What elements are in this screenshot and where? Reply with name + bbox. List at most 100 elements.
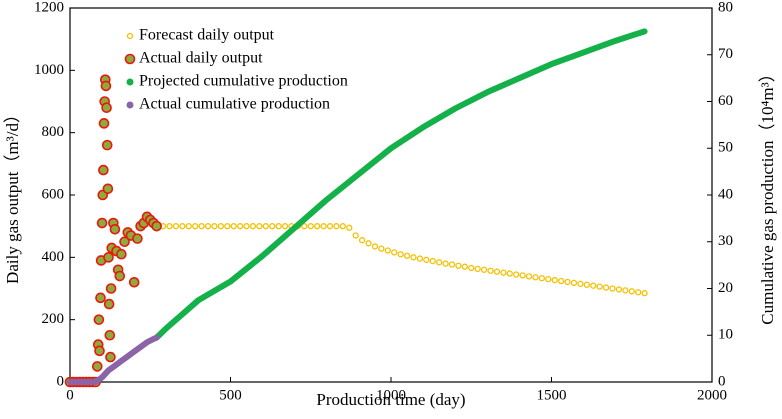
point xyxy=(230,223,237,230)
legend-marker xyxy=(124,53,136,65)
point xyxy=(98,164,109,176)
point xyxy=(249,223,257,230)
point xyxy=(397,251,404,258)
point xyxy=(320,223,327,230)
point xyxy=(596,283,603,290)
point xyxy=(461,263,468,270)
point xyxy=(519,272,526,279)
point xyxy=(506,270,513,277)
point xyxy=(448,261,456,268)
point xyxy=(358,237,366,244)
y-tick-label: 800 xyxy=(42,124,65,140)
point xyxy=(435,259,443,266)
point xyxy=(114,270,126,282)
y2-tick-label: 20 xyxy=(718,280,733,296)
point xyxy=(256,223,263,230)
point xyxy=(307,223,314,230)
point xyxy=(132,233,143,244)
point xyxy=(500,269,507,276)
point xyxy=(96,217,108,229)
y2-tick-label: 80 xyxy=(718,0,733,15)
point xyxy=(91,361,103,372)
x-tick-label: 500 xyxy=(219,387,242,403)
point xyxy=(513,271,520,278)
point xyxy=(179,223,186,230)
point xyxy=(151,220,162,232)
point xyxy=(487,267,494,274)
point xyxy=(480,266,488,273)
point xyxy=(365,240,372,247)
point xyxy=(333,223,340,230)
point xyxy=(551,276,558,284)
point xyxy=(403,252,411,259)
point xyxy=(262,223,269,230)
point xyxy=(204,223,212,230)
x-tick-label: 2000 xyxy=(697,387,727,403)
y2-tick-label: 0 xyxy=(718,373,726,389)
point xyxy=(493,268,501,275)
cumulative-line xyxy=(153,28,648,341)
point xyxy=(185,223,192,230)
point xyxy=(468,264,475,272)
point xyxy=(384,247,391,254)
point xyxy=(224,223,231,230)
point xyxy=(314,223,321,230)
point xyxy=(100,80,112,92)
point xyxy=(628,288,635,295)
y-tick-label: 1000 xyxy=(34,62,64,78)
y2-tick-label: 10 xyxy=(718,327,733,343)
point xyxy=(615,286,623,293)
y-tick-label: 1200 xyxy=(34,0,64,15)
point xyxy=(577,280,584,287)
y2-tick-label: 40 xyxy=(718,186,733,202)
point xyxy=(410,254,417,261)
point xyxy=(95,292,106,304)
point xyxy=(119,236,130,248)
point xyxy=(339,223,347,230)
point xyxy=(103,298,115,310)
legend-label: Actual daily output xyxy=(139,50,263,67)
point xyxy=(105,283,117,294)
point xyxy=(243,223,250,230)
x-axis-label: Production time (day) xyxy=(316,390,465,409)
y-tick-label: 400 xyxy=(42,249,65,265)
point xyxy=(641,290,648,297)
point xyxy=(192,223,199,230)
point xyxy=(352,232,359,239)
point xyxy=(281,223,289,230)
point xyxy=(590,282,597,289)
y-tick-label: 200 xyxy=(42,311,65,327)
point xyxy=(211,223,218,230)
point xyxy=(109,223,121,235)
point xyxy=(198,223,205,230)
legend-label: Actual cumulative production xyxy=(139,96,330,113)
point xyxy=(103,252,114,263)
point xyxy=(442,260,449,267)
point xyxy=(532,274,539,281)
legend-label: Projected cumulative production xyxy=(139,73,348,90)
point xyxy=(474,265,481,273)
point xyxy=(570,279,578,287)
point xyxy=(217,223,225,230)
x-tick-label: 1500 xyxy=(537,387,567,403)
point xyxy=(326,223,334,230)
legend-label: Forecast daily output xyxy=(139,27,275,44)
point xyxy=(609,285,616,292)
point xyxy=(346,224,353,231)
point xyxy=(269,223,276,230)
legend-marker xyxy=(126,78,134,86)
point xyxy=(101,139,113,151)
y-tick-label: 600 xyxy=(42,186,65,202)
point xyxy=(102,183,114,195)
point xyxy=(101,102,112,114)
point xyxy=(378,245,385,252)
point xyxy=(391,249,398,256)
point xyxy=(429,257,436,265)
y-tick-label: 0 xyxy=(57,373,65,389)
point xyxy=(622,287,629,294)
x-tick-label: 0 xyxy=(66,387,74,403)
y2-tick-label: 60 xyxy=(718,93,733,109)
point xyxy=(416,255,424,262)
point xyxy=(116,248,127,260)
